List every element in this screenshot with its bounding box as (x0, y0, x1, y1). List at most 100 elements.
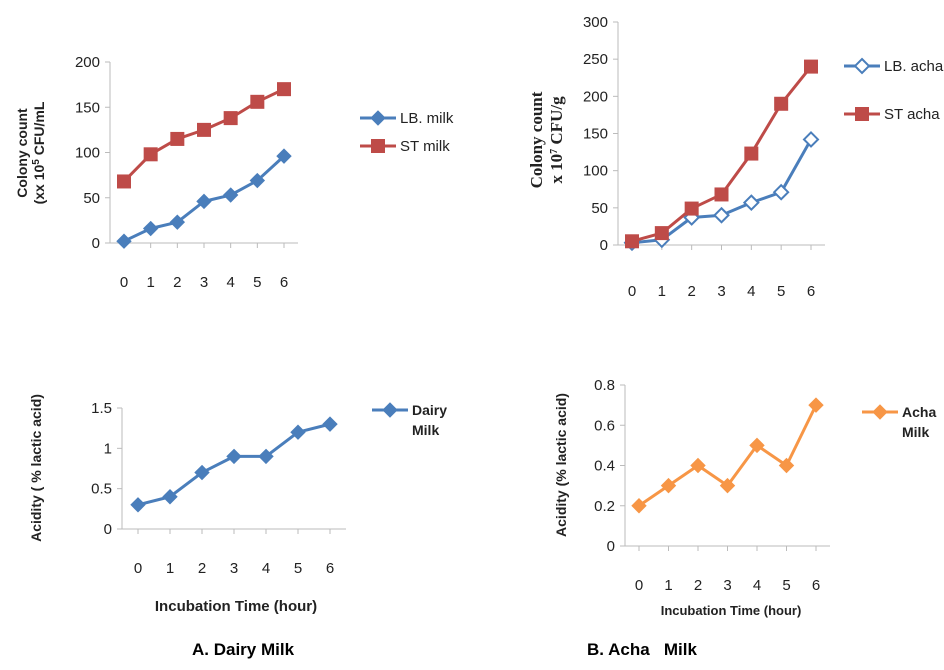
data-point (249, 172, 266, 189)
data-point (194, 464, 210, 481)
chart-1: 0 50 100 150 200 0 1 2 3 4 5 6 LB. milk ST milk Colony… (14, 54, 454, 291)
data-point (749, 437, 765, 454)
chart-4: 0 0.2 0.4 0.6 0.8 0 1 2 3 4 5 6 Acha Milk Acidity (% l… (553, 377, 936, 618)
data-point (804, 59, 818, 74)
x-tick-label: 5 (777, 283, 785, 300)
y-tick-label: 150 (75, 99, 100, 116)
data-point (169, 214, 186, 230)
x-tick-label: 5 (253, 274, 261, 291)
x-tick-label: 4 (747, 283, 755, 300)
x-tick-label: 3 (723, 577, 731, 594)
x-tick-label: 1 (664, 577, 672, 594)
legend-label: Dairy (412, 402, 447, 418)
legend-label: Milk (412, 422, 439, 438)
data-point (742, 194, 760, 212)
legend-label: ST acha (884, 106, 940, 123)
y-tick-label: 0.4 (594, 458, 615, 475)
data-point (772, 183, 790, 201)
data-point (196, 193, 212, 210)
legend-entry: LB. milk (360, 110, 454, 127)
legend-label: LB. milk (400, 110, 454, 127)
data-point (774, 96, 789, 111)
data-point (290, 424, 306, 440)
legend-marker (371, 139, 385, 153)
chart-3: 0 0.5 1 1.5 0 1 2 3 4 5 6 Dairy Milk Acidity ( % lact… (28, 394, 447, 615)
data-point (625, 234, 639, 249)
data-point (631, 498, 647, 514)
y-axis-label-unit: CFU/mL (31, 101, 47, 159)
y-axis-label-line1: Colony count (14, 108, 30, 198)
y-tick-label: 0.6 (594, 417, 615, 434)
y-tick-label: 50 (591, 200, 608, 217)
data-point (719, 477, 736, 494)
x-tick-label: 1 (146, 274, 154, 291)
y-tick-label: 0 (600, 237, 608, 254)
legend-entry: ST acha (844, 106, 940, 123)
x-axis-label: Incubation Time (hour) (661, 603, 802, 618)
x-tick-label: 4 (226, 274, 234, 291)
y-tick-label: 50 (83, 190, 100, 207)
data-point (660, 477, 677, 494)
legend-entry: Acha Milk (862, 404, 936, 440)
data-point (714, 187, 729, 202)
caption-dairy-milk: A. Dairy Milk (192, 640, 295, 659)
data-point (808, 397, 824, 413)
y-tick-label: 0.5 (91, 481, 112, 498)
y-axis-label: Acidity (% lactic acid) (553, 393, 569, 537)
x-tick-label: 2 (687, 283, 695, 300)
data-point (130, 497, 146, 513)
x-tick-label: 6 (812, 577, 820, 594)
y-tick-label: 1 (104, 440, 112, 457)
legend-label: LB. acha (884, 58, 944, 75)
y-axis-label-exponent: 7 (549, 149, 560, 154)
data-point (277, 82, 291, 97)
y-tick-label: 1.5 (91, 400, 112, 417)
y-tick-label: 200 (583, 88, 608, 105)
x-tick-label: 5 (782, 577, 790, 594)
y-tick-label: 0 (104, 521, 112, 538)
y-axis-label-line1: Colony count (527, 91, 546, 188)
legend-label: Milk (902, 424, 929, 440)
x-tick-label: 2 (173, 274, 181, 291)
caption-acha-milk: B. Acha Milk (587, 640, 697, 659)
data-point (197, 122, 211, 137)
data-point (226, 448, 242, 465)
x-tick-label: 2 (694, 577, 702, 594)
data-point (802, 131, 820, 148)
legend-entry: Dairy Milk (372, 402, 447, 438)
x-tick-label: 6 (326, 560, 334, 577)
legend-marker (872, 404, 888, 420)
y-axis-label: Acidity ( % lactic acid) (28, 394, 44, 542)
y-axis-label-part: (xx 10 (31, 165, 47, 205)
x-tick-label: 3 (200, 274, 208, 291)
legend-marker (370, 110, 386, 126)
y-tick-label: 300 (583, 14, 608, 31)
y-axis-label-line2: x 107 CFU/g (547, 96, 566, 184)
data-point (116, 233, 132, 249)
y-axis-label-unit: CFU/g (547, 96, 566, 149)
x-tick-label: 1 (658, 283, 666, 300)
data-point (222, 187, 239, 203)
legend-marker (853, 57, 871, 75)
data-point (744, 146, 759, 161)
legend-label: ST milk (400, 138, 450, 155)
data-point (778, 457, 795, 474)
data-point (258, 448, 274, 465)
x-tick-label: 6 (280, 274, 288, 291)
data-point (142, 220, 159, 237)
legend-entry: ST milk (360, 138, 450, 155)
data-point (713, 206, 730, 224)
y-tick-label: 0 (92, 235, 100, 252)
data-point (684, 201, 699, 216)
x-tick-label: 4 (753, 577, 761, 594)
y-axis-label-exponent: 5 (31, 159, 42, 165)
x-tick-label: 0 (635, 577, 643, 594)
legend-label: Acha (902, 404, 936, 420)
y-tick-label: 100 (583, 163, 608, 180)
chart-2: 0 50 100 150 200 250 300 0 1 2 3 4 5 6 LB. acha ST acha… (527, 14, 944, 300)
legend-entry: LB. acha (844, 57, 944, 75)
x-tick-label: 0 (120, 274, 128, 291)
x-tick-label: 0 (628, 283, 636, 300)
x-tick-label: 2 (198, 560, 206, 577)
